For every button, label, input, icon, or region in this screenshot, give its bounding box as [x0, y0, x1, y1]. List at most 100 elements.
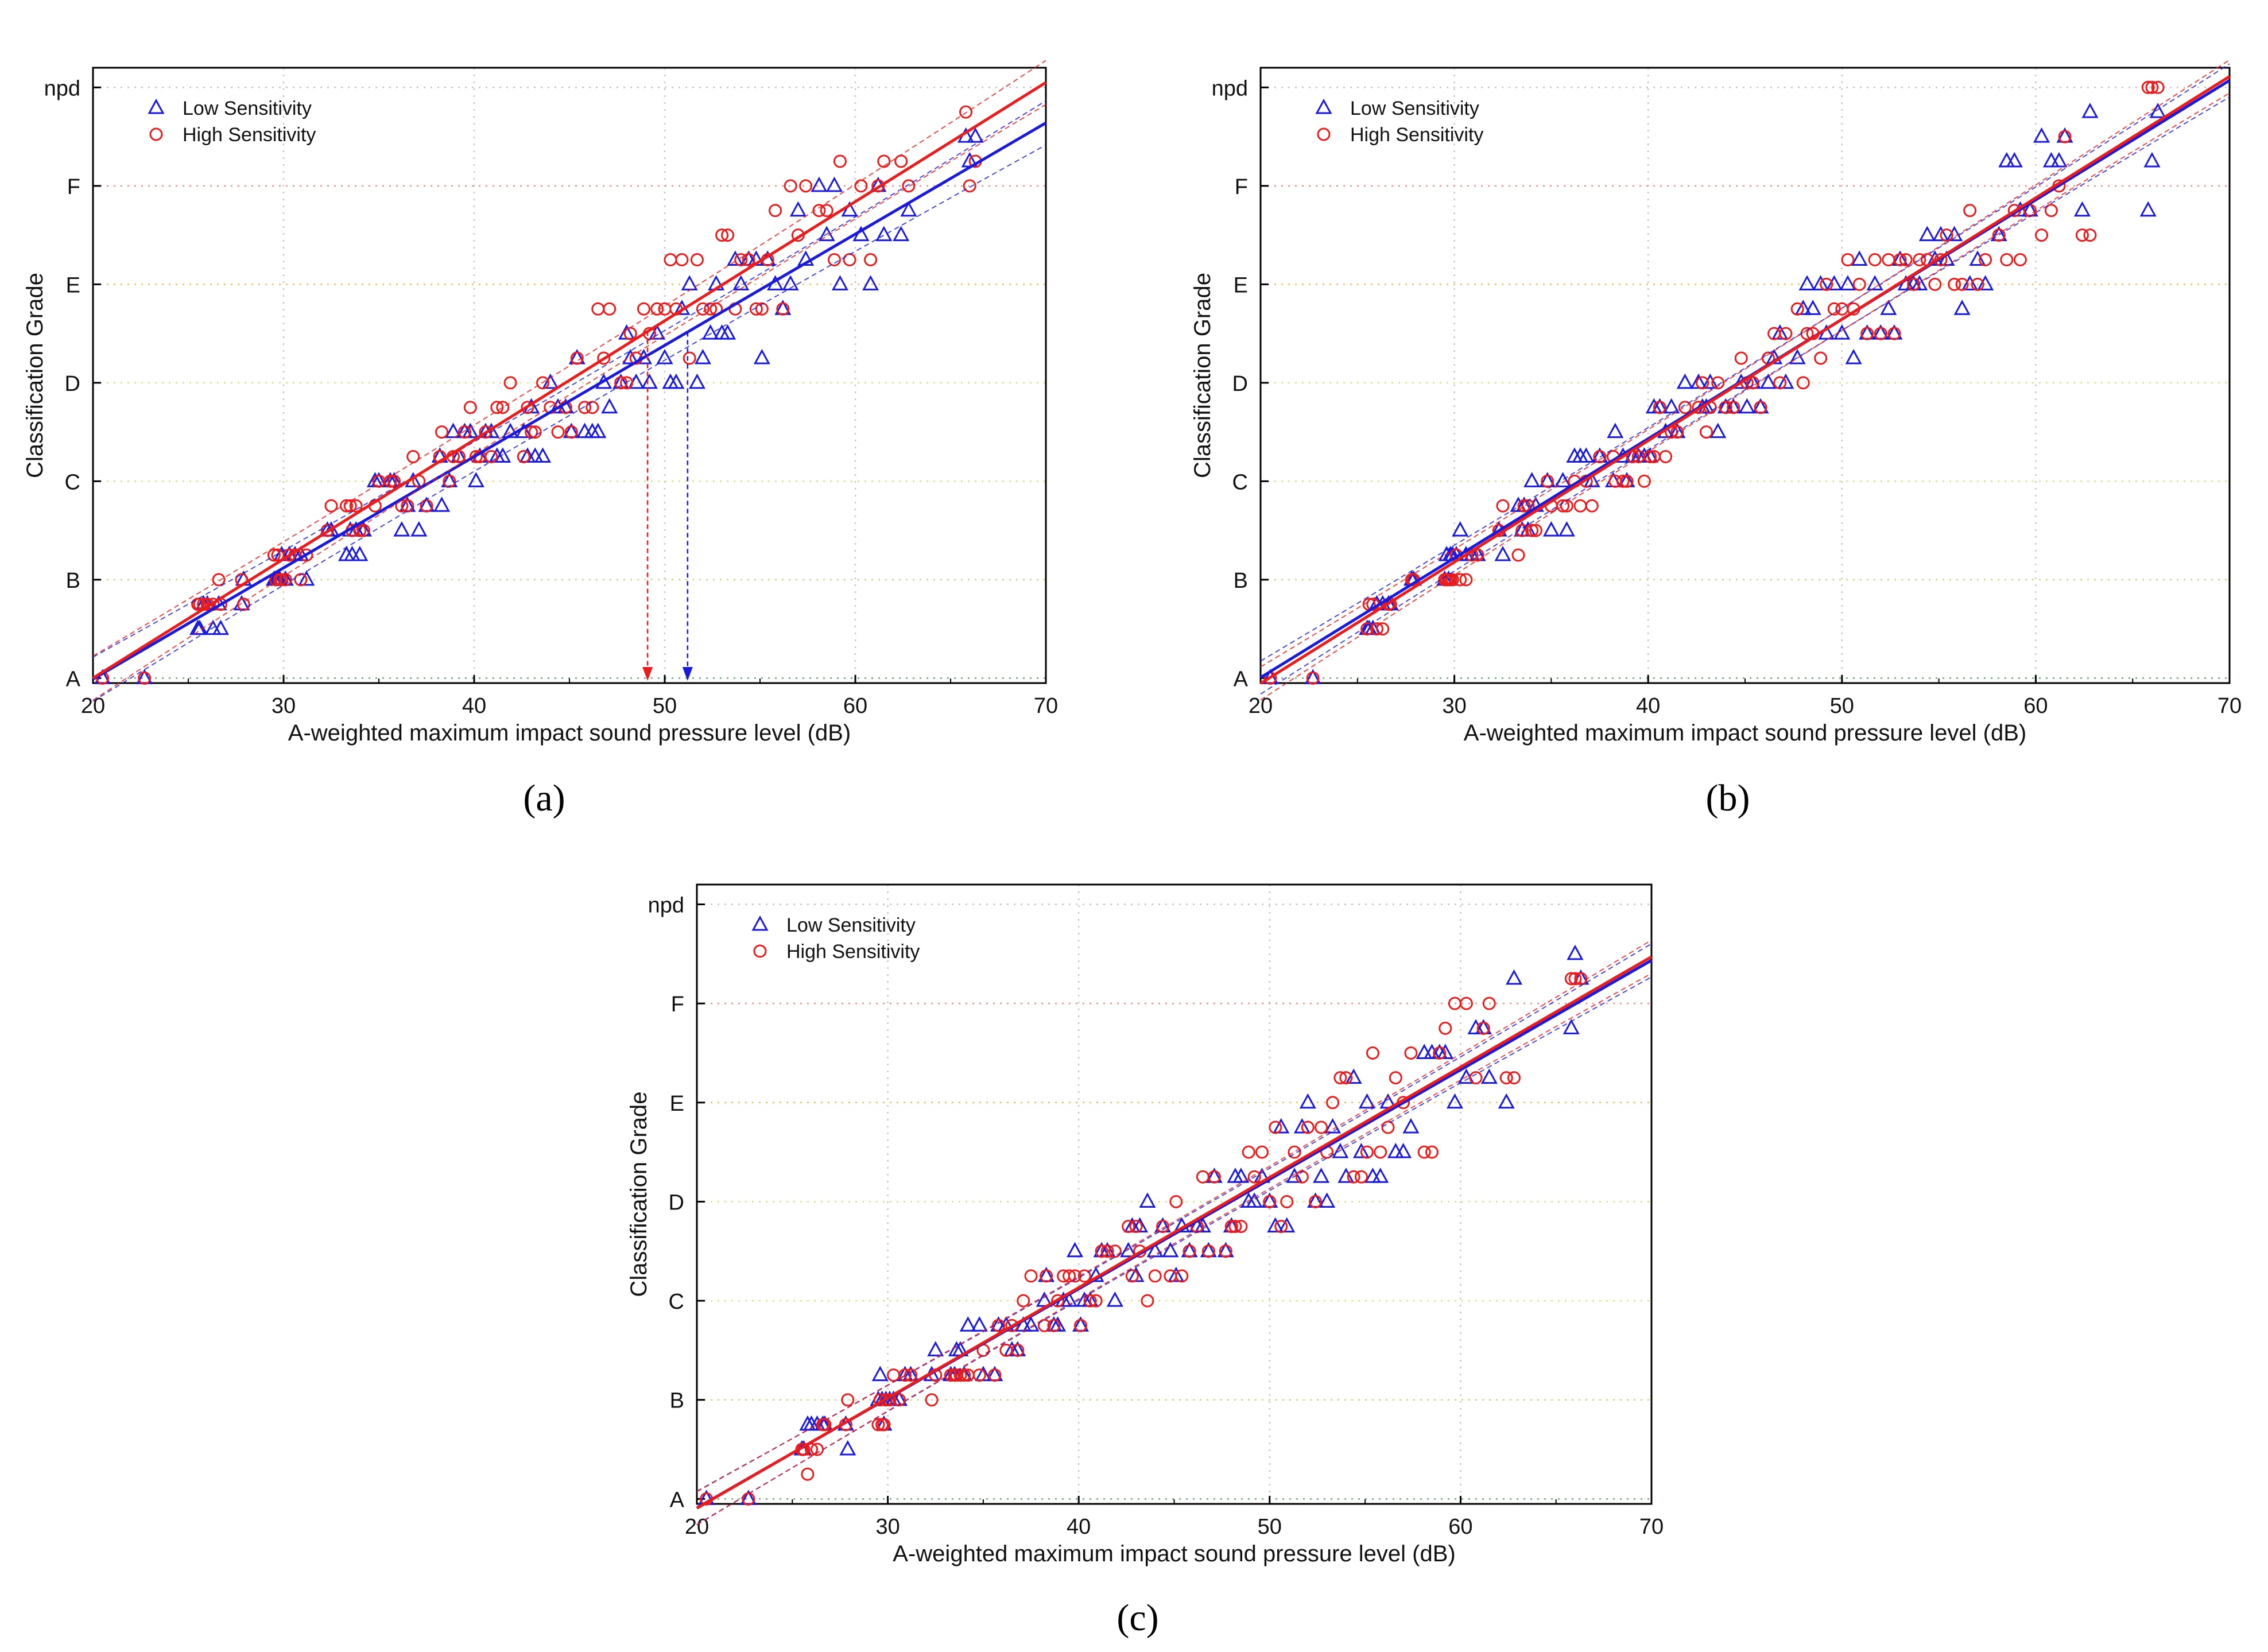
- y-tick-label: A: [1234, 667, 1249, 691]
- data-point-triangle: [1607, 422, 1624, 439]
- series-low: [698, 944, 1589, 1505]
- data-point-circle: [528, 425, 542, 439]
- legend-low-label: Low Sensitivity: [786, 914, 916, 936]
- data-point-triangle: [719, 324, 736, 340]
- data-point-triangle: [1563, 1019, 1580, 1034]
- confidence-band: [92, 144, 1046, 702]
- x-tick-label: 30: [272, 694, 296, 718]
- data-point-circle: [1471, 548, 1484, 562]
- data-point-circle: [925, 1393, 939, 1407]
- data-point-triangle: [1577, 447, 1595, 463]
- x-tick-label: 60: [1448, 1515, 1472, 1539]
- data-point-circle: [1100, 1244, 1114, 1258]
- data-point-circle: [1274, 1220, 1288, 1234]
- data-point-circle: [1670, 425, 1684, 439]
- data-point-circle: [820, 204, 833, 218]
- data-point-triangle: [1567, 944, 1584, 960]
- y-tick-label: C: [1232, 470, 1248, 494]
- data-point-circle: [887, 1368, 901, 1382]
- data-point-circle: [742, 1492, 755, 1506]
- data-point-triangle: [1798, 275, 1816, 290]
- series-high: [700, 972, 1588, 1506]
- data-point-triangle: [393, 521, 410, 537]
- legend: Low Sensitivity High Sensitivity: [1315, 98, 1483, 146]
- data-point-circle: [1201, 1244, 1215, 1258]
- data-point-circle: [1678, 401, 1692, 414]
- data-point-triangle: [900, 201, 917, 217]
- data-point-circle: [1499, 1071, 1513, 1085]
- data-point-triangle: [1232, 1168, 1250, 1183]
- data-point-circle: [1148, 1269, 1162, 1283]
- data-point-triangle: [467, 472, 484, 487]
- data-point-circle: [1696, 376, 1709, 390]
- confidence-band: [1260, 92, 2230, 701]
- data-point-triangle: [1771, 324, 1789, 340]
- regression-line: [1259, 75, 2231, 685]
- confidence-band: [92, 104, 1046, 701]
- data-point-circle: [1288, 1145, 1301, 1159]
- data-point-triangle: [789, 201, 807, 217]
- data-point-circle: [812, 204, 826, 218]
- data-point-triangle: [1961, 275, 1979, 290]
- data-point-circle: [1517, 499, 1531, 513]
- data-point-triangle: [782, 275, 799, 290]
- x-tick-label: 50: [1258, 1515, 1282, 1539]
- data-point-circle: [1063, 1269, 1076, 1283]
- data-point-circle: [1247, 1170, 1261, 1184]
- data-point-circle: [1734, 351, 1748, 365]
- confidence-band: [1260, 59, 2230, 668]
- data-point-triangle: [1918, 226, 1936, 242]
- data-point-circle: [1525, 523, 1539, 537]
- data-point-circle: [1347, 1170, 1360, 1184]
- data-point-triangle: [841, 201, 858, 217]
- data-point-circle: [871, 179, 885, 193]
- y-tick-label: D: [1232, 372, 1248, 396]
- data-point-circle: [904, 1368, 918, 1382]
- data-point-circle: [988, 1368, 1002, 1382]
- data-point-triangle: [797, 250, 815, 266]
- data-point-circle: [664, 253, 677, 266]
- data-point-triangle: [1446, 1093, 1463, 1109]
- legend-high-marker: [149, 127, 163, 141]
- data-point-circle: [957, 1368, 971, 1382]
- y-axis-title: Classification Grade: [22, 273, 48, 478]
- data-point-circle: [1196, 1170, 1209, 1184]
- data-point-triangle: [825, 176, 843, 192]
- data-point-circle: [1507, 1071, 1521, 1085]
- data-point-circle: [2083, 228, 2097, 242]
- data-point-circle: [1040, 1269, 1053, 1283]
- data-point-triangle: [1880, 300, 1897, 315]
- x-tick-label: 70: [1639, 1515, 1664, 1539]
- data-point-circle: [1963, 204, 1977, 218]
- data-point-circle: [490, 401, 504, 414]
- data-point-circle: [1141, 1294, 1154, 1308]
- data-point-triangle: [2033, 127, 2050, 143]
- legend-high-marker: [753, 944, 767, 958]
- confidence-band: [696, 943, 1652, 1492]
- x-tick-label: 60: [843, 694, 867, 718]
- data-point-circle: [275, 573, 289, 587]
- data-point-triangle: [2006, 152, 2023, 168]
- data-point-triangle: [862, 275, 879, 290]
- data-point-triangle: [971, 1316, 988, 1332]
- data-point-triangle: [1067, 1242, 1084, 1258]
- y-tick-label: D: [669, 1190, 684, 1215]
- data-point-circle: [1333, 1071, 1347, 1085]
- data-point-circle: [1940, 228, 1953, 242]
- y-tick-label: F: [1235, 175, 1248, 199]
- data-point-circle: [1529, 523, 1542, 537]
- data-point-triangle: [1162, 1242, 1179, 1258]
- data-point-circle: [521, 401, 534, 414]
- data-point-circle: [894, 154, 908, 168]
- y-tick-label: npd: [648, 894, 684, 918]
- x-tick-label: 70: [2217, 694, 2242, 718]
- x-tick-label: 30: [875, 1515, 900, 1539]
- data-point-circle: [776, 302, 790, 316]
- data-point-triangle: [1273, 1118, 1290, 1134]
- data-point-triangle: [1977, 275, 1994, 290]
- data-point-triangle: [1558, 521, 1575, 537]
- data-point-circle: [1122, 1220, 1135, 1234]
- data-point-circle: [1439, 1021, 1452, 1035]
- data-point-triangle: [2081, 103, 2099, 118]
